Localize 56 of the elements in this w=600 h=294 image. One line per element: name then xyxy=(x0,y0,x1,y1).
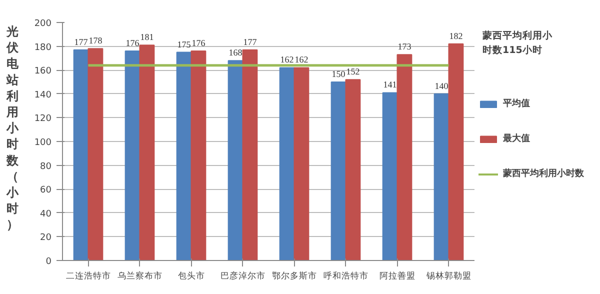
bar xyxy=(330,82,346,260)
x-tick-label: 呼和浩特市 xyxy=(323,270,368,282)
data-label: 162 xyxy=(280,54,294,65)
data-label: 140 xyxy=(434,80,449,91)
data-label: 177 xyxy=(74,36,88,47)
bar xyxy=(88,48,104,260)
data-label: 150 xyxy=(332,69,346,79)
data-label: 168 xyxy=(228,48,243,58)
y-tick-label: 100 xyxy=(34,138,52,148)
data-label: 152 xyxy=(346,66,360,77)
y-tick-label: 200 xyxy=(34,19,52,29)
bar xyxy=(294,67,310,260)
x-tick-label: 乌兰察布市 xyxy=(117,270,162,282)
y-tick-label: 0 xyxy=(46,257,52,267)
text: 光伏电站利用小时数（小时） xyxy=(6,24,18,232)
bar xyxy=(124,50,140,260)
y-tick-label: 40 xyxy=(40,209,52,220)
data-label: 178 xyxy=(88,36,103,46)
bar xyxy=(279,67,295,260)
text: 蒙西平均利用小时数115小时 xyxy=(482,30,554,56)
y-tick-label: 180 xyxy=(34,42,52,53)
y-tick-label: 20 xyxy=(40,233,52,244)
legend-label: 平均值 xyxy=(503,98,530,110)
bar xyxy=(448,43,464,260)
x-tick-label: 阿拉善盟 xyxy=(379,270,416,282)
bar xyxy=(382,92,398,260)
bar xyxy=(190,50,206,260)
data-label: 176 xyxy=(192,38,206,48)
y-tick-label: 140 xyxy=(34,90,52,100)
data-label: 182 xyxy=(449,30,463,41)
x-tick-label: 二连浩特市 xyxy=(66,270,111,282)
data-label: 162 xyxy=(294,54,308,65)
data-label: 176 xyxy=(126,38,140,48)
bar xyxy=(73,49,89,260)
x-tick-label: 锡林郭勒盟 xyxy=(425,270,472,282)
data-label: 173 xyxy=(398,42,412,52)
y-tick-label: 80 xyxy=(40,162,52,172)
x-tick-label: 鄂尔多斯市 xyxy=(272,270,317,282)
y-tick-label: 120 xyxy=(34,114,52,124)
y-tick-label: 160 xyxy=(34,66,52,77)
data-label: 181 xyxy=(140,32,154,42)
bar xyxy=(345,79,361,260)
bar xyxy=(139,44,155,260)
bar xyxy=(396,54,412,260)
x-tick-label: 包头市 xyxy=(178,270,205,282)
data-label: 177 xyxy=(243,36,258,47)
y-tick-label: 60 xyxy=(40,186,52,196)
legend-label: 蒙西平均利用小时数 xyxy=(503,167,584,180)
bar xyxy=(228,60,244,260)
bar xyxy=(434,93,450,260)
legend-label: 最大值 xyxy=(503,132,530,145)
x-tick-label: 巴彦淖尔市 xyxy=(220,270,266,282)
bar xyxy=(176,52,192,260)
bar xyxy=(242,49,258,260)
data-label: 175 xyxy=(177,39,192,50)
data-label: 141 xyxy=(383,80,397,90)
